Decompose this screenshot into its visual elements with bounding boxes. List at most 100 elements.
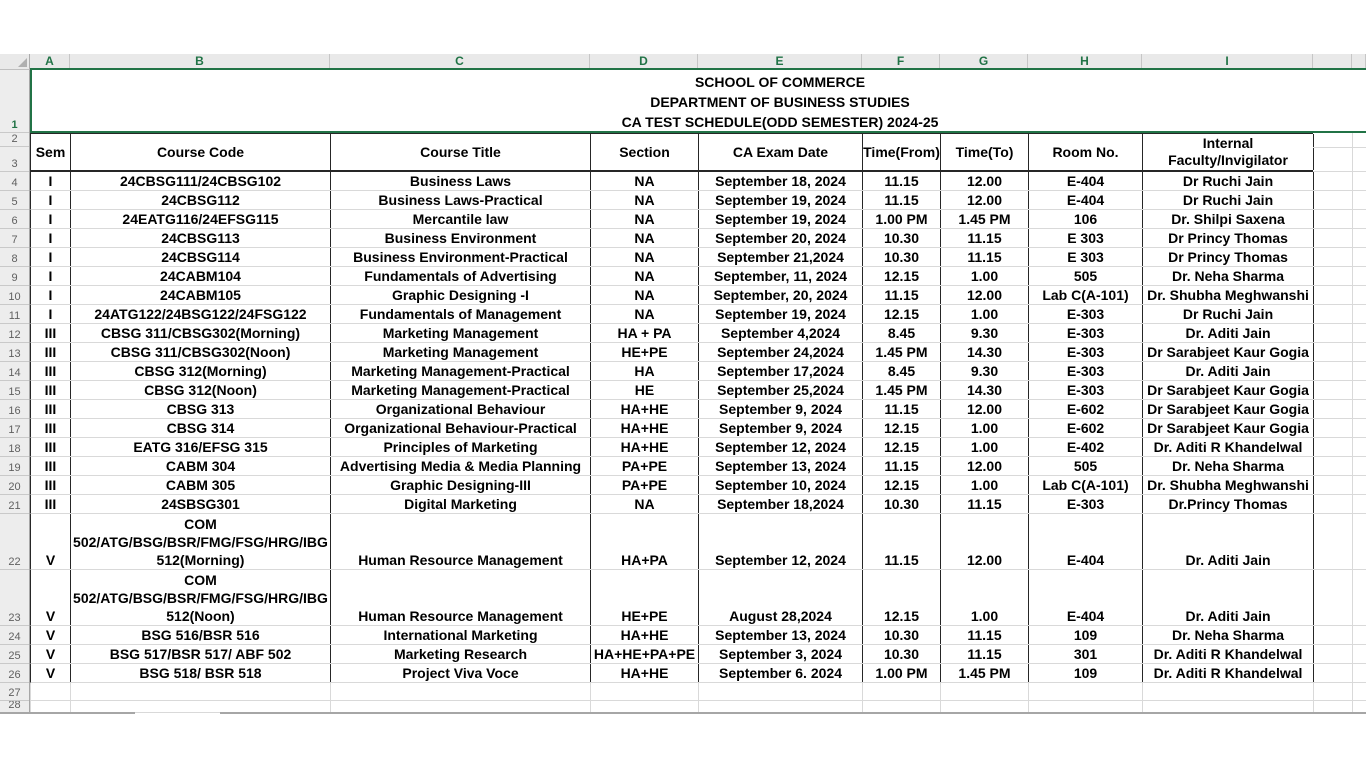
cell[interactable]: 12.00 (941, 172, 1029, 190)
cell[interactable]: BSG 516/BSR 516 (71, 626, 331, 644)
cell[interactable]: Dr Ruchi Jain (1143, 191, 1314, 209)
cell[interactable]: Business Laws (331, 172, 591, 190)
cell[interactable] (1314, 267, 1353, 285)
cell[interactable]: V (31, 514, 71, 569)
cell[interactable]: HA + PA (591, 324, 699, 342)
cell[interactable]: 12.00 (941, 286, 1029, 304)
cell[interactable]: 109 (1029, 626, 1143, 644)
cell[interactable]: V (31, 570, 71, 625)
cell[interactable] (71, 683, 331, 700)
cell[interactable]: NA (591, 305, 699, 323)
column-letter-A[interactable]: A (30, 54, 70, 68)
cell[interactable]: Lab C(A-101) (1029, 286, 1143, 304)
cell[interactable] (1029, 683, 1143, 700)
cell[interactable]: HA+PA (591, 514, 699, 569)
cell[interactable] (1314, 248, 1353, 266)
table-header-3[interactable]: Section (591, 134, 699, 170)
row-number-6[interactable]: 6 (0, 210, 29, 229)
cell[interactable]: Dr. Aditi Jain (1143, 570, 1314, 625)
cell[interactable]: E-303 (1029, 343, 1143, 361)
cell[interactable]: 9.30 (941, 324, 1029, 342)
row-number-3[interactable]: 3 (0, 147, 29, 172)
cell[interactable]: Dr. Neha Sharma (1143, 457, 1314, 475)
row-number-14[interactable]: 14 (0, 362, 29, 381)
cell[interactable] (591, 683, 699, 700)
column-letter-D[interactable]: D (590, 54, 698, 68)
cell[interactable] (1314, 381, 1353, 399)
cell[interactable]: Dr Ruchi Jain (1143, 305, 1314, 323)
cell[interactable]: NA (591, 172, 699, 190)
cell[interactable]: I (31, 286, 71, 304)
cell[interactable]: Dr. Aditi R Khandelwal (1143, 438, 1314, 456)
cell[interactable] (331, 701, 591, 712)
cell[interactable] (591, 701, 699, 712)
cell[interactable] (863, 683, 941, 700)
cell[interactable] (31, 683, 71, 700)
cell[interactable]: 505 (1029, 267, 1143, 285)
row-number-22[interactable]: 22 (0, 514, 29, 570)
cell[interactable] (1143, 683, 1314, 700)
row-number-24[interactable]: 24 (0, 626, 29, 645)
cell[interactable]: 8.45 (863, 324, 941, 342)
cell[interactable] (1314, 305, 1353, 323)
cell[interactable]: Principles of Marketing (331, 438, 591, 456)
cell[interactable]: Marketing Management-Practical (331, 362, 591, 380)
cell[interactable] (699, 701, 863, 712)
column-letter-B[interactable]: B (70, 54, 330, 68)
cell[interactable]: 11.15 (941, 495, 1029, 513)
cell[interactable] (1314, 172, 1353, 190)
cell[interactable]: 24CBSG113 (71, 229, 331, 247)
cell[interactable]: HA+HE (591, 664, 699, 682)
cell[interactable]: CABM 305 (71, 476, 331, 494)
cell[interactable]: NA (591, 210, 699, 228)
cell[interactable] (1314, 495, 1353, 513)
cell[interactable]: 24EATG116/24EFSG115 (71, 210, 331, 228)
cell[interactable]: Human Resource Management (331, 514, 591, 569)
cell[interactable]: 24SBSG301 (71, 495, 331, 513)
cell[interactable]: 14.30 (941, 381, 1029, 399)
cell[interactable]: HA+HE (591, 626, 699, 644)
cell[interactable] (699, 683, 863, 700)
cell[interactable]: III (31, 362, 71, 380)
cell[interactable]: 9.30 (941, 362, 1029, 380)
cell[interactable]: Dr. Shubha Meghwanshi (1143, 286, 1314, 304)
cell[interactable]: September 6. 2024 (699, 664, 863, 682)
cell[interactable]: 1.00 PM (863, 210, 941, 228)
cell[interactable]: HA+HE (591, 438, 699, 456)
cell[interactable] (1314, 476, 1353, 494)
table-header-8[interactable]: Internal Faculty/Invigilator (1143, 134, 1314, 170)
cell[interactable]: 1.45 PM (941, 664, 1029, 682)
cell[interactable]: Advertising Media & Media Planning (331, 457, 591, 475)
cell[interactable]: E-404 (1029, 570, 1143, 625)
cell[interactable]: I (31, 267, 71, 285)
cell[interactable]: 12.00 (941, 457, 1029, 475)
cell[interactable]: 1.45 PM (863, 343, 941, 361)
cell[interactable] (31, 701, 71, 712)
row-number-20[interactable]: 20 (0, 476, 29, 495)
cell[interactable]: Marketing Management (331, 324, 591, 342)
table-header-4[interactable]: CA Exam Date (699, 134, 863, 170)
table-header-7[interactable]: Room No. (1029, 134, 1143, 170)
cell[interactable]: September 21,2024 (699, 248, 863, 266)
cell[interactable]: 12.15 (863, 476, 941, 494)
cell[interactable]: 11.15 (941, 626, 1029, 644)
cell[interactable]: September 19, 2024 (699, 210, 863, 228)
cell[interactable]: Organizational Behaviour-Practical (331, 419, 591, 437)
cell[interactable]: 1.45 PM (941, 210, 1029, 228)
cell[interactable]: 1.00 (941, 476, 1029, 494)
cell[interactable]: 24CBSG111/24CBSG102 (71, 172, 331, 190)
cell[interactable]: 12.00 (941, 191, 1029, 209)
cell[interactable] (1314, 514, 1353, 569)
cell[interactable]: September 9, 2024 (699, 400, 863, 418)
row-number-26[interactable]: 26 (0, 664, 29, 683)
cell[interactable]: 11.15 (863, 191, 941, 209)
cell[interactable]: E-402 (1029, 438, 1143, 456)
row-number-4[interactable]: 4 (0, 172, 29, 191)
cell[interactable]: 11.15 (941, 645, 1029, 663)
cell[interactable] (1314, 457, 1353, 475)
cell[interactable]: HE+PE (591, 570, 699, 625)
cell[interactable]: 11.15 (863, 400, 941, 418)
cell[interactable]: 11.15 (863, 286, 941, 304)
cell[interactable] (1314, 438, 1353, 456)
cell[interactable]: CABM 304 (71, 457, 331, 475)
